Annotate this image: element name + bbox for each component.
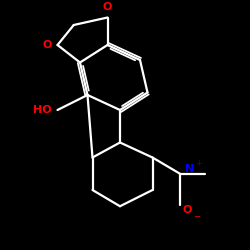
Text: O: O bbox=[183, 205, 192, 215]
Text: N: N bbox=[186, 164, 194, 174]
Text: −: − bbox=[193, 212, 200, 221]
Text: O: O bbox=[103, 2, 112, 12]
Text: +: + bbox=[195, 159, 202, 168]
Text: HO: HO bbox=[33, 105, 52, 115]
Text: O: O bbox=[43, 40, 52, 50]
